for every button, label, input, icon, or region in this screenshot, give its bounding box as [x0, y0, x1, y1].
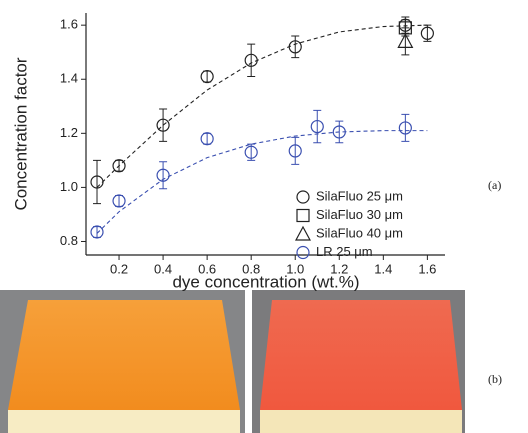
error-bar — [335, 120, 344, 144]
marker — [200, 69, 214, 84]
marker — [112, 159, 126, 173]
legend-label: LR 25 μm — [316, 244, 373, 259]
error-bar — [313, 109, 322, 144]
error-bar — [401, 27, 410, 56]
marker — [90, 225, 104, 239]
fit-curve — [96, 130, 428, 234]
x-tick-label: 0.4 — [154, 261, 172, 276]
legend-label: SilaFluo 25 μm — [316, 188, 403, 203]
y-tick-label: 1.4 — [60, 71, 78, 86]
marker — [200, 132, 214, 146]
error-bar — [203, 70, 212, 83]
x-tick-label: 0.2 — [110, 261, 128, 276]
x-tick-label: 0.8 — [242, 261, 260, 276]
marker — [156, 118, 170, 132]
y-tick-label: 1.6 — [60, 17, 78, 32]
y-tick-label: 1.2 — [60, 125, 78, 140]
error-bar — [115, 159, 124, 172]
x-tick-label: 1.4 — [374, 261, 392, 276]
marker — [310, 119, 324, 134]
x-tick-label: 0.6 — [198, 261, 216, 276]
panel-label: (b) — [488, 372, 502, 386]
y-tick-label: 0.8 — [60, 233, 78, 248]
error-bar — [93, 226, 102, 238]
panel-label: (a) — [488, 178, 501, 192]
error-bar — [291, 136, 300, 165]
y-tick-label: 1.0 — [60, 179, 78, 194]
legend-label: SilaFluo 30 μm — [316, 207, 403, 222]
marker — [90, 175, 104, 189]
fit-curve — [96, 24, 428, 188]
marker — [288, 144, 302, 158]
marker — [244, 53, 258, 67]
photo-right — [252, 290, 465, 433]
x-tick-label: 1.0 — [286, 261, 304, 276]
error-bar — [247, 43, 256, 78]
error-bar — [401, 113, 410, 142]
x-axis-label: dye concentration (wt.%) — [172, 272, 359, 291]
error-bar — [115, 195, 124, 207]
x-tick-label: 1.6 — [418, 261, 436, 276]
legend-marker — [296, 245, 310, 260]
x-tick-label: 1.2 — [330, 261, 348, 276]
error-bar — [203, 132, 212, 145]
marker — [112, 194, 126, 208]
error-bar — [159, 161, 168, 190]
legend-label: SilaFluo 40 μm — [316, 225, 403, 240]
marker — [332, 125, 346, 139]
photo-left — [0, 290, 245, 433]
marker — [244, 145, 258, 159]
error-bar — [291, 35, 300, 59]
error-bar — [159, 108, 168, 142]
legend-marker — [294, 225, 312, 241]
marker — [398, 121, 412, 135]
y-axis-label: Concentration factor — [11, 57, 30, 210]
marker — [156, 168, 170, 182]
marker — [288, 40, 302, 54]
legend-marker — [296, 190, 310, 204]
error-bar — [93, 159, 102, 205]
marker — [420, 26, 434, 40]
legend-marker — [296, 208, 310, 223]
marker — [397, 33, 414, 48]
